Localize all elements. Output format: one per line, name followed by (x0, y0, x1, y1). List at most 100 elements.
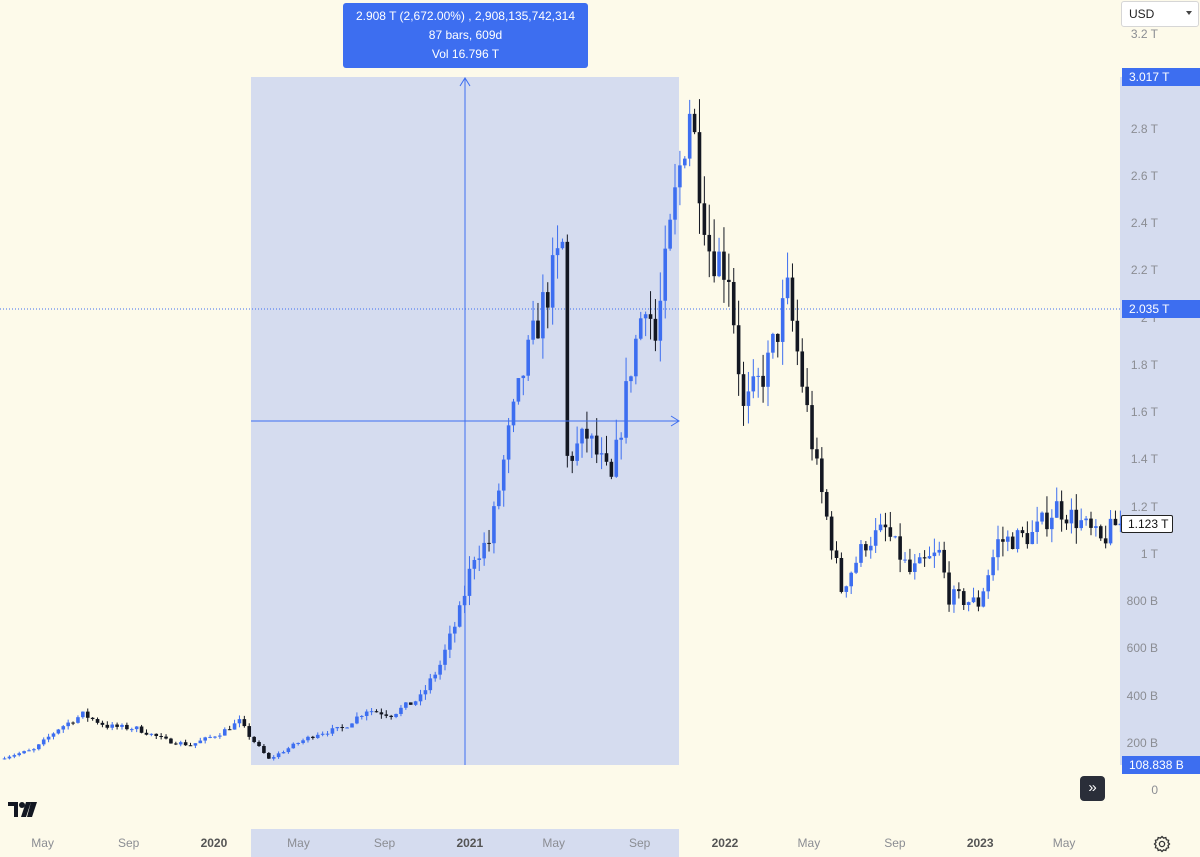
candle-body (575, 443, 579, 461)
candle-body (134, 726, 139, 730)
candle-body (942, 549, 946, 573)
candle-body (1001, 539, 1005, 542)
candle-body (565, 241, 570, 456)
gear-icon[interactable] (1153, 835, 1171, 853)
candle-body (971, 597, 976, 603)
candle-body (643, 314, 648, 319)
candle-body (873, 530, 878, 546)
candle-body (404, 702, 408, 708)
time-tick-label: Sep (884, 836, 906, 850)
candle-body (1035, 521, 1039, 532)
time-tick-label: Sep (117, 836, 140, 850)
price-tick-label: 0 (1151, 783, 1158, 797)
candle-body (183, 742, 188, 746)
candle-body (746, 391, 751, 406)
price-badge-last: 1.123 T (1121, 515, 1173, 533)
candle-body (311, 736, 315, 738)
candle-body (614, 439, 619, 477)
candle-body (599, 453, 604, 455)
currency-select[interactable]: USD (1121, 1, 1199, 27)
price-tick-label: 200 B (1126, 735, 1158, 750)
candle-body (335, 727, 340, 729)
candle-body (213, 736, 217, 738)
candle-body (1103, 538, 1108, 544)
candle-body (531, 320, 535, 340)
candle-body (526, 339, 530, 376)
candle-body (829, 516, 834, 551)
time-tick-label: 2023 (966, 836, 994, 850)
candle-body (766, 352, 770, 387)
candle-body (1074, 509, 1079, 529)
price-badge-range-bottom: 108.838 B (1122, 756, 1200, 774)
candle-body (399, 707, 403, 714)
candle-body (741, 374, 746, 406)
candle-body (477, 558, 482, 560)
candle-body (775, 333, 780, 342)
candle-body (27, 750, 31, 752)
price-badge-range-top: 3.017 T (1122, 68, 1200, 86)
candle-body (448, 633, 452, 650)
candle-body (536, 320, 540, 339)
candle-body (41, 739, 46, 745)
candle-body (340, 727, 345, 729)
candle-body (247, 726, 252, 737)
candle-body (208, 736, 212, 738)
candle-body (198, 740, 203, 744)
candle-body (585, 428, 589, 439)
candle-body (325, 733, 330, 735)
candle-body (893, 536, 898, 538)
candle-body (85, 711, 90, 718)
candle-body (859, 544, 863, 563)
measure-tooltip-bars: 87 bars, 609d (428, 28, 503, 42)
candle-body (961, 591, 966, 605)
candle-body (1098, 526, 1103, 539)
measure-vertical-arrowhead (459, 77, 471, 87)
candle-body (1005, 536, 1010, 542)
candle-body (555, 248, 560, 256)
time-tick-label: 2021 (456, 836, 484, 850)
price-tick-label: 1 T (1140, 546, 1158, 561)
candle-body (350, 723, 354, 728)
double-chevron-right-icon: » (1088, 779, 1097, 796)
price-tick-label: 800 B (1126, 594, 1158, 608)
time-tick-label: Sep (373, 836, 396, 850)
candle-body (1084, 518, 1088, 521)
candle-body (648, 314, 653, 319)
candles-layer (2, 99, 1123, 761)
candle-body (795, 320, 800, 352)
candle-body (756, 375, 761, 377)
candle-body (883, 524, 888, 528)
candle-body (634, 338, 638, 377)
candle-body (144, 732, 149, 735)
candle-body (849, 572, 853, 587)
candle-body (717, 251, 721, 277)
candle-body (580, 428, 584, 444)
candle-body (276, 753, 281, 758)
candle-body (159, 736, 163, 738)
candle-body (115, 724, 119, 727)
measure-tooltip: 2.908 T (2,672.00%) , 2,908,135,742,314 … (343, 3, 588, 68)
candle-body (917, 557, 922, 564)
candle-body (100, 722, 105, 725)
candle-body (668, 219, 672, 249)
candle-body (722, 251, 726, 280)
candle-body (516, 378, 521, 402)
candle-body (854, 562, 858, 573)
price-badge-crosshair: 2.035 T (1122, 300, 1200, 318)
tradingview-logo-icon[interactable] (7, 799, 39, 819)
price-tick-label: 1.4 T (1130, 452, 1158, 467)
candle-body (457, 605, 462, 627)
time-tick-label: May (542, 836, 566, 850)
candle-body (125, 724, 129, 730)
candle-body (384, 714, 389, 716)
candle-body (76, 717, 80, 723)
candle-body (222, 729, 227, 736)
candle-body (751, 376, 756, 392)
candle-body (418, 694, 423, 702)
candle-body (51, 733, 56, 737)
candle-body (1059, 501, 1064, 520)
scroll-to-realtime-button[interactable]: » (1080, 776, 1105, 801)
candle-body (1118, 523, 1123, 526)
